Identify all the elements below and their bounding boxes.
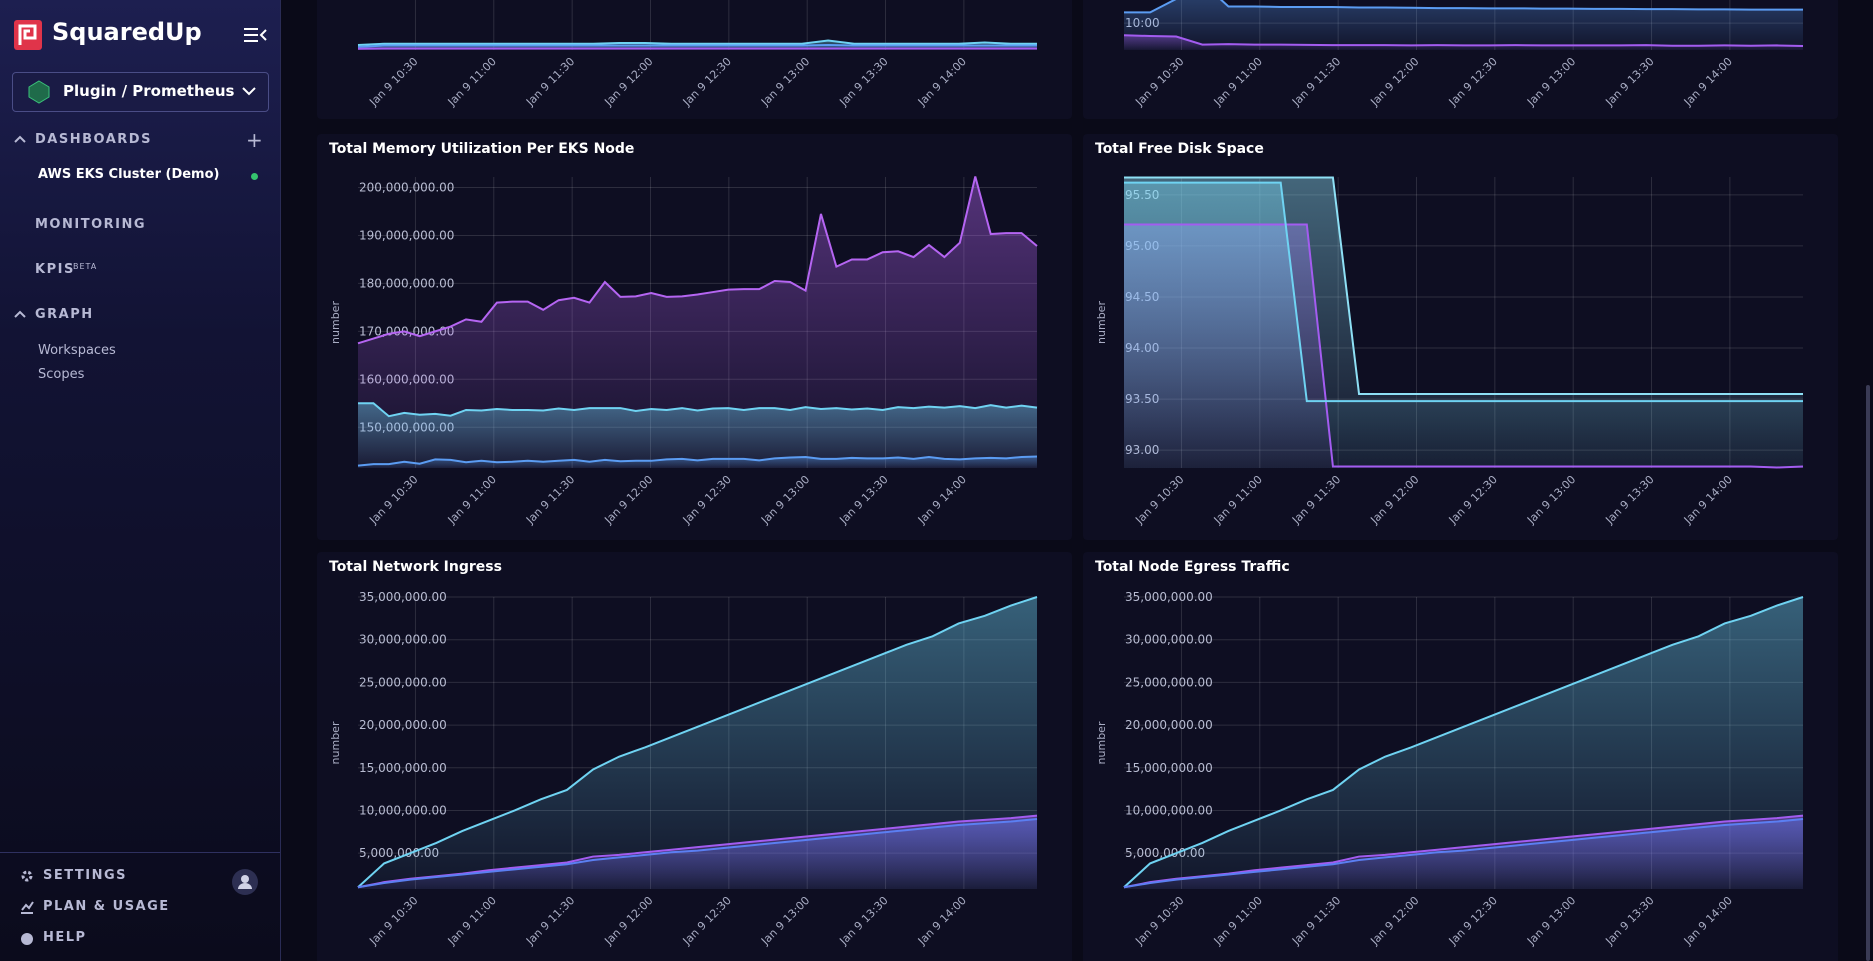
caret[interactable] [13, 309, 27, 319]
y-tick-label: 180,000,000.00 [359, 276, 454, 290]
y-axis-label: number [1095, 721, 1108, 764]
series-line [1124, 223, 1804, 469]
chart: Jan 9 10:30 Jan 9 11:00 Jan 9 11:30 Jan 9 1… [317, 0, 1072, 119]
y-tick-label: 35,000,000.00 [359, 590, 447, 604]
series-line [1124, 176, 1803, 395]
workspace-icon [28, 80, 50, 104]
series-line [357, 596, 1038, 889]
icon [21, 901, 34, 914]
series-line [1123, 817, 1804, 889]
y-tick-label: 15,000,000.00 [359, 761, 447, 775]
chart-title: Total Free Disk Space [1095, 141, 1264, 157]
scrollbar[interactable] [1866, 385, 1870, 961]
collapse-menu[interactable] [242, 25, 270, 45]
area-fill [358, 818, 1037, 889]
section-label[interactable]: DASHBOARDS [35, 132, 152, 147]
area-fill [1124, 597, 1803, 889]
area-fill [1124, 177, 1803, 468]
tile [317, 0, 1072, 119]
chart-title: Total Network Ingress [329, 559, 502, 575]
footer-link[interactable]: HELP [43, 930, 87, 945]
nav-item[interactable]: Scopes [38, 367, 85, 382]
avatar[interactable] [231, 868, 259, 896]
chart: Total Memory Utilization Per EKS Node num… [317, 134, 1072, 540]
section-label[interactable]: KPIS [35, 262, 75, 277]
series-line [357, 814, 1038, 889]
section-label[interactable]: MONITORING [35, 217, 147, 232]
chart-title: Total Node Egress Traffic [1095, 559, 1290, 575]
y-axis-label: number [329, 301, 342, 344]
area-fill [1124, 0, 1803, 50]
series-line [1123, 596, 1804, 889]
sidebar: SquaredUp Plugin / Prometheus DASHBOARDS… [0, 0, 281, 961]
series-line [357, 43, 1037, 48]
footer-link[interactable]: SETTINGS [43, 868, 128, 883]
badge: BETA [73, 262, 98, 271]
y-tick-label: 10,000,000.00 [359, 803, 447, 817]
brand: SquaredUp [52, 18, 202, 46]
series-line [357, 39, 1037, 46]
y-tick-label: 30,000,000.00 [359, 633, 447, 647]
caret[interactable] [13, 134, 27, 144]
chart-title: Total Memory Utilization Per EKS Node [329, 141, 634, 157]
series-line [357, 817, 1038, 889]
y-tick-label: 20,000,000.00 [359, 718, 447, 732]
series-line [1123, 34, 1804, 47]
add-button[interactable]: + [246, 128, 263, 152]
divider [0, 852, 280, 853]
area-fill [1124, 818, 1803, 889]
workspace-name: Plugin / Prometheus [63, 82, 235, 100]
y-tick-label: 10,000,000.00 [1125, 803, 1213, 817]
series-line [1124, 181, 1803, 403]
nav-item[interactable]: Workspaces [38, 343, 116, 358]
logo [14, 20, 42, 50]
nav-item[interactable]: AWS EKS Cluster (Demo) [38, 167, 220, 182]
y-axis-label: number [1095, 301, 1108, 344]
y-tick-label: 35,000,000.00 [1125, 590, 1213, 604]
status-dot [251, 173, 258, 180]
area-fill [358, 176, 1037, 468]
chart: Jan 9 10:30 Jan 9 11:00 Jan 9 11:30 Jan 9 1… [1083, 0, 1838, 119]
y-tick-label: 200,000,000.00 [359, 181, 454, 195]
area-fill [358, 597, 1037, 889]
series-line [358, 402, 1038, 418]
footer-link[interactable]: PLAN & USAGE [43, 899, 170, 914]
area-fill [1124, 35, 1803, 50]
section-label[interactable]: GRAPH [35, 307, 94, 322]
y-tick-label: 25,000,000.00 [1125, 675, 1213, 689]
icon [21, 933, 33, 945]
series-line [357, 176, 1038, 345]
series-line [357, 455, 1038, 467]
y-axis-label: number [329, 721, 342, 764]
area-fill [358, 403, 1037, 468]
icon [21, 870, 33, 882]
workspace-selector[interactable]: Plugin / Prometheus [12, 72, 269, 112]
series-line [1124, 0, 1803, 14]
series-line [1123, 814, 1804, 889]
y-tick-label: 20,000,000.00 [1125, 718, 1213, 732]
y-tick-label: 25,000,000.00 [359, 675, 447, 689]
y-tick-label: 30,000,000.00 [1125, 633, 1213, 647]
y-tick-label: 190,000,000.00 [359, 228, 454, 242]
y-tick-label: 15,000,000.00 [1125, 761, 1213, 775]
chevron [242, 87, 256, 96]
